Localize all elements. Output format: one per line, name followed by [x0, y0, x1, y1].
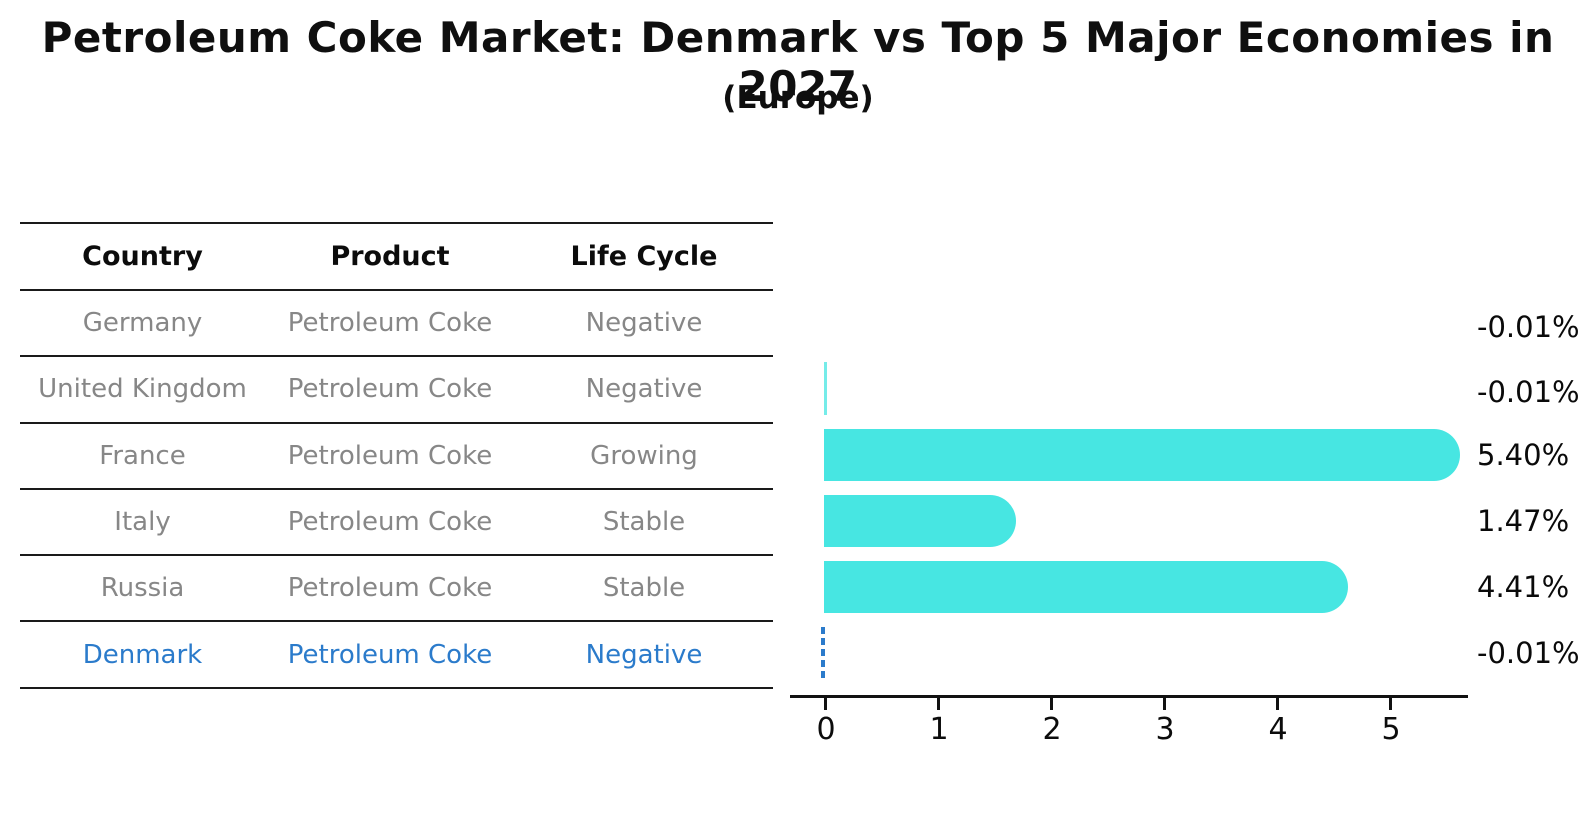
chart-subtitle: (Europe) — [722, 80, 874, 116]
x-axis-line — [790, 695, 1468, 698]
value-label: -0.01% — [1477, 375, 1580, 409]
table-row-denmark: Denmark Petroleum Coke Negative — [20, 622, 773, 689]
table-row: Germany Petroleum Coke Negative — [20, 291, 773, 358]
x-axis-tick-label: 5 — [1381, 712, 1401, 747]
value-label: 5.40% — [1477, 438, 1570, 472]
table-row: Russia Petroleum Coke Stable — [20, 556, 773, 623]
x-axis-tick — [1163, 698, 1166, 710]
life-cycle-cell: Negative — [585, 639, 703, 670]
value-label: 1.47% — [1477, 504, 1570, 538]
product-cell: Petroleum Coke — [287, 374, 493, 405]
product-cell: Petroleum Coke — [287, 308, 493, 339]
x-axis-tick — [824, 698, 827, 710]
bar-france — [824, 429, 1461, 481]
table-row: Italy Petroleum Coke Stable — [20, 490, 773, 557]
country-cell: Germany — [82, 308, 203, 339]
table-row: France Petroleum Coke Growing — [20, 424, 773, 490]
x-axis-tick-label: 0 — [816, 712, 836, 747]
life-cycle-cell: Growing — [590, 440, 698, 471]
product-cell: Petroleum Coke — [287, 573, 493, 604]
life-cycle-cell: Stable — [602, 507, 686, 538]
country-cell: Denmark — [82, 639, 203, 670]
life-cycle-cell: Negative — [585, 374, 703, 405]
life-cycle-cell: Stable — [602, 573, 686, 604]
comparison-table: Country Product Life Cycle Germany Petro… — [20, 222, 773, 689]
x-axis-tick — [1276, 698, 1279, 710]
bar-united-kingdom — [824, 362, 827, 415]
x-axis-tick-label: 1 — [929, 712, 949, 747]
value-label: 4.41% — [1477, 570, 1570, 604]
country-cell: Russia — [100, 573, 185, 604]
value-label: -0.01% — [1477, 310, 1580, 344]
value-label: -0.01% — [1477, 636, 1580, 670]
country-cell: United Kingdom — [38, 374, 247, 405]
column-header-life-cycle: Life Cycle — [570, 241, 718, 272]
country-cell: Italy — [114, 507, 171, 538]
product-cell: Petroleum Coke — [287, 639, 493, 670]
x-axis-tick-label: 4 — [1268, 712, 1288, 747]
bar-denmark-dashed — [821, 627, 825, 679]
table-header-row: Country Product Life Cycle — [20, 224, 773, 291]
bar-russia — [824, 561, 1349, 613]
bar-italy — [824, 495, 1017, 547]
country-cell: France — [99, 440, 186, 471]
life-cycle-cell: Negative — [585, 308, 703, 339]
column-header-country: Country — [82, 241, 203, 272]
product-cell: Petroleum Coke — [287, 507, 493, 538]
x-axis-tick-label: 2 — [1042, 712, 1062, 747]
product-cell: Petroleum Coke — [287, 440, 493, 471]
x-axis-tick-label: 3 — [1155, 712, 1175, 747]
x-axis-tick — [937, 698, 940, 710]
column-header-product: Product — [330, 241, 450, 272]
x-axis-tick — [1389, 698, 1392, 710]
x-axis-tick — [1050, 698, 1053, 710]
chart-title: Petroleum Coke Market: Denmark vs Top 5 … — [41, 13, 1555, 111]
table-row: United Kingdom Petroleum Coke Negative — [20, 357, 773, 424]
